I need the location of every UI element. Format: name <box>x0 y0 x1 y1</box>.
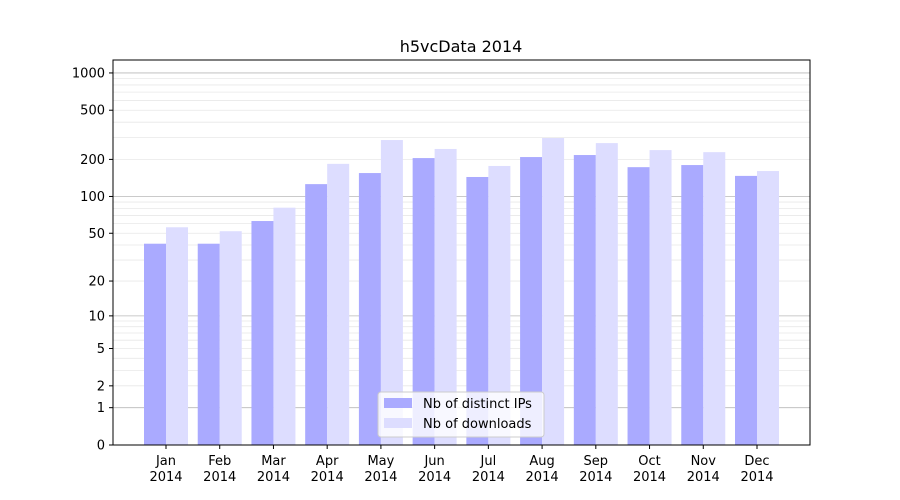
bar-distinct-ips <box>735 175 757 445</box>
y-tick-label: 100 <box>80 190 105 205</box>
x-tick-label: Dec 2014 <box>740 454 773 485</box>
legend: Nb of distinct IPs Nb of downloads <box>377 391 545 438</box>
x-tick-label-line: Jun <box>423 454 444 469</box>
y-tick-label: 5 <box>97 342 105 357</box>
x-tick-label: Apr 2014 <box>311 454 344 485</box>
bar-distinct-ips <box>681 165 704 445</box>
x-tick-label-line: 2014 <box>257 470 290 485</box>
legend-box <box>377 391 545 438</box>
x-tick-label-line: Aug <box>529 454 554 469</box>
bar-distinct-ips <box>466 176 489 446</box>
y-tick-label: 1000 <box>72 66 105 81</box>
x-tick-label: Mar 2014 <box>257 454 290 485</box>
x-tick-label-line: Jul <box>480 454 497 469</box>
y-axis: 0 1 2 5 10 20 50 100 200 500 1000 <box>72 66 113 454</box>
bar-downloads <box>273 207 296 445</box>
bars <box>144 138 779 446</box>
legend-swatch <box>384 418 412 428</box>
x-tick-label-line: Jan <box>155 454 176 469</box>
bar-downloads <box>595 143 618 445</box>
x-tick-label-line: 2014 <box>149 470 182 485</box>
y-tick-label: 50 <box>88 227 105 242</box>
bar-distinct-ips <box>412 158 435 446</box>
bar-distinct-ips <box>573 155 596 446</box>
x-tick-label: Feb 2014 <box>203 454 236 485</box>
x-tick-label: Oct 2014 <box>633 454 666 485</box>
y-tick-label: 2 <box>97 379 105 394</box>
x-tick-label-line: 2014 <box>579 470 612 485</box>
x-tick-label-line: Feb <box>208 454 231 469</box>
y-tick-label: 0 <box>97 439 105 454</box>
x-tick-label: Jun 2014 <box>418 454 451 485</box>
x-tick-label-line: 2014 <box>687 470 720 485</box>
x-tick-label-line: 2014 <box>418 470 451 485</box>
bar-distinct-ips <box>305 184 328 445</box>
bar-downloads <box>488 165 511 445</box>
x-tick-label-line: 2014 <box>526 470 559 485</box>
legend-label: Nb of downloads <box>423 417 532 432</box>
bar-distinct-ips <box>627 167 650 446</box>
x-tick-label-line: 2014 <box>311 470 344 485</box>
x-tick-label-line: Oct <box>638 454 660 469</box>
x-tick-label-line: 2014 <box>740 470 773 485</box>
x-tick-label: May 2014 <box>364 454 397 485</box>
x-tick-label: Aug 2014 <box>526 454 559 485</box>
bar-downloads <box>327 163 350 445</box>
y-tick-label: 500 <box>80 104 105 119</box>
chart-title: h5vcData 2014 <box>400 37 523 56</box>
x-tick-label: Jul 2014 <box>472 454 505 485</box>
x-tick-label-line: 2014 <box>203 470 236 485</box>
plot-frame <box>112 59 811 446</box>
y-tick-label: 1 <box>97 401 105 416</box>
bar-distinct-ips <box>197 243 220 445</box>
x-tick-label-line: Dec <box>744 454 769 469</box>
x-tick-label: Nov 2014 <box>687 454 720 485</box>
y-tick-label: 10 <box>88 309 105 324</box>
bar-downloads <box>166 227 188 445</box>
bar-downloads <box>542 138 565 445</box>
bar-downloads <box>434 148 457 445</box>
x-tick-label-line: Nov <box>691 454 717 469</box>
legend-label: Nb of distinct IPs <box>423 397 532 412</box>
y-tick-label: 200 <box>80 153 105 168</box>
x-tick-label-line: 2014 <box>633 470 666 485</box>
bar-distinct-ips <box>358 173 381 445</box>
y-tick-label: 20 <box>88 275 105 290</box>
bar-distinct-ips <box>144 243 166 445</box>
bar-distinct-ips <box>251 221 274 445</box>
legend-swatch <box>384 398 412 408</box>
bar-distinct-ips <box>520 157 543 445</box>
bar-downloads <box>703 152 726 445</box>
bar-downloads <box>757 171 779 445</box>
x-tick-label-line: 2014 <box>364 470 397 485</box>
x-tick-label-line: May <box>367 454 394 469</box>
x-tick-label: Jan 2014 <box>149 454 182 485</box>
bar-downloads <box>649 150 672 445</box>
x-tick-label-line: Sep <box>584 454 609 469</box>
x-tick-label-line: 2014 <box>472 470 505 485</box>
bar-downloads <box>380 140 403 445</box>
x-tick-label: Sep 2014 <box>579 454 612 485</box>
x-tick-label-line: Apr <box>316 454 339 469</box>
x-tick-label-line: Mar <box>261 454 286 469</box>
bar-downloads <box>219 231 242 445</box>
